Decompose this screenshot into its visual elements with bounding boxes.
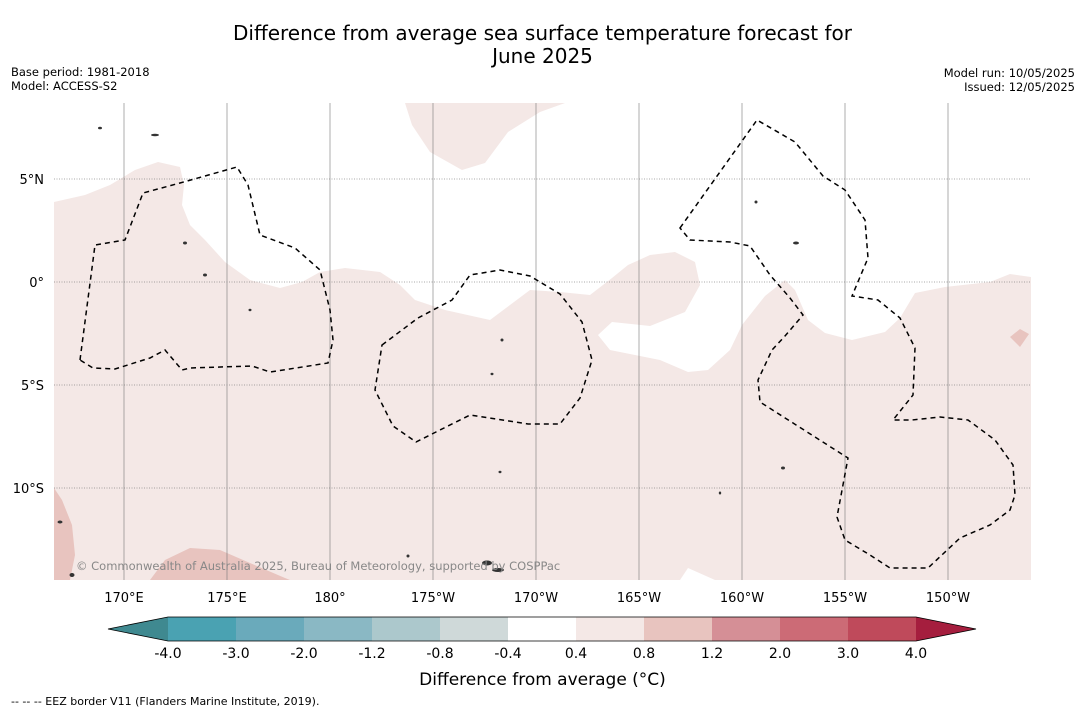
- colorbar-tick: -4.0: [154, 646, 181, 662]
- colorbar: -4.0 -3.0 -2.0 -1.2 -0.8 -0.4 0.4 0.8 1.…: [107, 616, 977, 662]
- colorbar-segment: [440, 617, 508, 641]
- colorbar-segment: [576, 617, 644, 641]
- base-period-text: Base period: 1981-2018: [11, 65, 150, 79]
- colorbar-tick: -1.2: [358, 646, 385, 662]
- colorbar-segment: [780, 617, 848, 641]
- islands: [57, 126, 799, 577]
- colorbar-tick: -0.4: [494, 646, 521, 662]
- graticule: [54, 178, 1031, 489]
- warm-patch-south: [150, 548, 290, 580]
- colorbar-tick: -0.8: [426, 646, 453, 662]
- lon-label: 160°W: [720, 591, 764, 606]
- eez-border-line-islands: [679, 119, 1016, 569]
- map-plot-area: © Commonwealth of Australia 2025, Bureau…: [54, 103, 1031, 580]
- lat-label: 10°S: [13, 482, 44, 497]
- colorbar-segment: [508, 617, 576, 641]
- lat-label: 0°: [29, 276, 44, 291]
- colorbar-segment: [848, 617, 916, 641]
- copyright-text: © Commonwealth of Australia 2025, Bureau…: [76, 559, 560, 573]
- lon-label: 170°E: [104, 591, 144, 606]
- lon-label: 150°W: [926, 591, 970, 606]
- lat-label: 5°S: [21, 379, 44, 394]
- chart-title: Difference from average sea surface temp…: [0, 22, 1085, 68]
- lon-label: 165°W: [617, 591, 661, 606]
- warm-patch-southwest: [54, 488, 75, 580]
- colorbar-ticks: -4.0 -3.0 -2.0 -1.2 -0.8 -0.4 0.4 0.8 1.…: [154, 646, 927, 662]
- longitude-labels: 170°E 175°E 180° 175°W 170°W 165°W 160°W…: [104, 591, 970, 606]
- colorbar-extend-low: [108, 617, 168, 641]
- colorbar-tick: -3.0: [222, 646, 249, 662]
- eez-border-tuvalu: [79, 166, 334, 373]
- model-text: Model: ACCESS-S2: [11, 79, 118, 93]
- lon-label: 175°W: [411, 591, 455, 606]
- colorbar-segment: [304, 617, 372, 641]
- colorbar-extend-high: [916, 617, 976, 641]
- colorbar-tick: 0.4: [565, 646, 587, 662]
- meta-right: Model run: 10/05/2025 Issued: 12/05/2025: [944, 66, 1075, 94]
- eez-borders: [79, 119, 1016, 569]
- colorbar-segment: [236, 617, 304, 641]
- colorbar-tick: 0.8: [633, 646, 655, 662]
- colorbar-tick: 2.0: [769, 646, 791, 662]
- colorbar-outline: [107, 616, 977, 642]
- meridians: [123, 103, 949, 580]
- neutral-region-south: [680, 568, 715, 580]
- lat-label: 5°N: [20, 173, 45, 188]
- title-line-2: June 2025: [492, 44, 593, 68]
- neutral-region-northwest: [54, 103, 1031, 372]
- lon-label: 155°W: [823, 591, 867, 606]
- issued-text: Issued: 12/05/2025: [964, 80, 1075, 94]
- title-line-1: Difference from average sea surface temp…: [232, 21, 852, 45]
- colorbar-tick: 1.2: [701, 646, 723, 662]
- colorbar-tick: 4.0: [905, 646, 927, 662]
- colorbar-segment: [372, 617, 440, 641]
- lon-label: 170°W: [514, 591, 558, 606]
- colorbar-segment: [712, 617, 780, 641]
- lon-label: 175°E: [207, 591, 247, 606]
- colorbar-segment: [644, 617, 712, 641]
- meta-left: Base period: 1981-2018 Model: ACCESS-S2: [11, 65, 150, 93]
- warm-patch-east: [1010, 329, 1029, 347]
- colorbar-tick: -2.0: [290, 646, 317, 662]
- eez-legend-text: -- -- -- EEZ border V11 (Flanders Marine…: [11, 695, 320, 708]
- colorbar-tick: 3.0: [837, 646, 859, 662]
- colorbar-label: Difference from average (°C): [419, 670, 666, 690]
- latitude-labels: 5°N 0° 5°S 10°S: [13, 173, 44, 497]
- colorbar-segment: [168, 617, 236, 641]
- model-run-text: Model run: 10/05/2025: [943, 66, 1075, 80]
- lon-label: 180°: [314, 591, 345, 606]
